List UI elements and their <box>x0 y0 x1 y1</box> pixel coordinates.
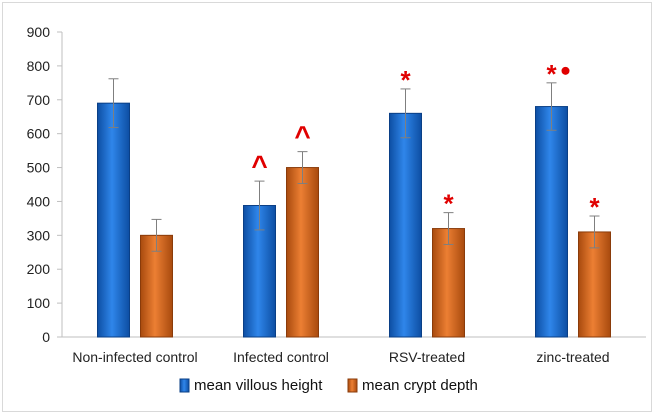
significance-asterisk: * <box>589 192 600 222</box>
significance-asterisk: * <box>546 59 557 89</box>
legend-label: mean villous height <box>194 377 323 394</box>
significance-asterisk: * <box>443 189 454 219</box>
legend: mean villous height mean crypt depth <box>179 377 478 394</box>
y-tick-label: 800 <box>27 58 51 74</box>
y-tick-label: 400 <box>27 193 51 209</box>
bars <box>97 102 611 338</box>
annotations: ^ ^ * * * * <box>251 59 600 222</box>
category-label: Infected control <box>233 349 329 365</box>
x-axis-labels: Non-infected control Infected control RSV-… <box>72 349 609 365</box>
legend-swatch <box>179 378 190 393</box>
category-label: RSV-treated <box>389 349 465 365</box>
category-label: Non-infected control <box>72 349 197 365</box>
y-tick-label: 700 <box>27 92 51 108</box>
significance-asterisk: * <box>400 65 411 95</box>
bar-villous-height <box>389 112 422 338</box>
y-tick-label: 200 <box>27 261 51 277</box>
legend-label: mean crypt depth <box>362 377 478 394</box>
error-bars <box>108 78 600 252</box>
bar-villous-height <box>535 106 568 338</box>
significance-dot <box>561 66 570 75</box>
bar-crypt-depth <box>286 167 319 338</box>
bar-crypt-depth <box>578 231 611 338</box>
legend-swatch <box>347 378 358 393</box>
y-tick-label: 500 <box>27 160 51 176</box>
y-tick-label: 300 <box>27 227 51 243</box>
category-label: zinc-treated <box>536 349 609 365</box>
y-tick-label: 900 <box>27 24 51 40</box>
bar-crypt-depth <box>140 234 173 338</box>
y-tick-label: 0 <box>42 329 50 345</box>
y-tick-label: 100 <box>27 295 51 311</box>
bar-villous-height <box>97 102 130 338</box>
significance-caret: ^ <box>294 121 310 152</box>
significance-caret: ^ <box>251 150 267 181</box>
y-tick-label: 600 <box>27 126 51 142</box>
bar-crypt-depth <box>432 228 465 338</box>
